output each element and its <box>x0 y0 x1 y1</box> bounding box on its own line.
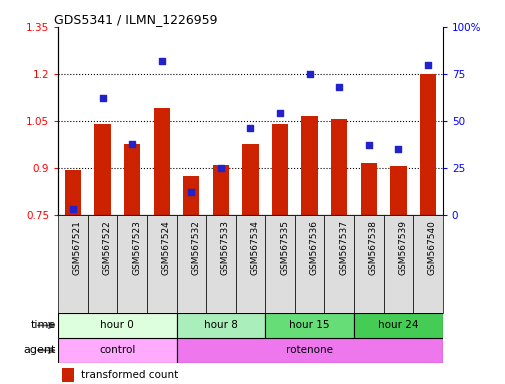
Bar <box>301 116 317 215</box>
Text: GSM567524: GSM567524 <box>162 220 170 275</box>
Bar <box>183 176 199 215</box>
Point <box>364 142 372 149</box>
Text: GSM567523: GSM567523 <box>132 220 141 275</box>
Bar <box>176 215 206 313</box>
Point <box>305 71 313 77</box>
Bar <box>330 119 346 215</box>
Bar <box>271 124 288 215</box>
Point <box>98 95 107 101</box>
Text: hour 8: hour 8 <box>204 320 237 331</box>
Bar <box>265 313 354 338</box>
Bar <box>383 215 413 313</box>
Bar <box>58 215 87 313</box>
Text: GSM567533: GSM567533 <box>221 220 229 275</box>
Bar <box>242 144 258 215</box>
Bar <box>58 338 176 363</box>
Text: hour 0: hour 0 <box>100 320 134 331</box>
Bar <box>65 170 81 215</box>
Bar <box>58 313 176 338</box>
Text: GSM567539: GSM567539 <box>397 220 407 275</box>
Text: agent: agent <box>23 345 56 356</box>
Bar <box>146 215 176 313</box>
Point <box>69 206 77 212</box>
Bar <box>206 215 235 313</box>
Point <box>246 126 254 132</box>
Bar <box>419 74 435 215</box>
Text: GSM567535: GSM567535 <box>279 220 288 275</box>
Bar <box>212 165 229 215</box>
Bar <box>117 215 146 313</box>
Text: GSM567536: GSM567536 <box>309 220 318 275</box>
Point <box>275 110 283 116</box>
Text: GSM567532: GSM567532 <box>191 220 200 275</box>
Point <box>393 146 401 152</box>
Text: control: control <box>99 345 135 356</box>
Point <box>158 58 166 64</box>
Text: GSM567538: GSM567538 <box>368 220 377 275</box>
Text: GSM567537: GSM567537 <box>338 220 347 275</box>
Bar <box>176 338 442 363</box>
Text: GSM567534: GSM567534 <box>250 220 259 275</box>
Bar <box>154 108 170 215</box>
Text: rotenone: rotenone <box>285 345 332 356</box>
Bar <box>124 144 140 215</box>
Bar <box>389 166 406 215</box>
Bar <box>294 215 324 313</box>
Text: hour 24: hour 24 <box>377 320 418 331</box>
Bar <box>354 215 383 313</box>
Point <box>334 84 342 90</box>
Bar <box>360 163 376 215</box>
Point <box>187 189 195 195</box>
Bar <box>87 215 117 313</box>
Bar <box>176 313 265 338</box>
Bar <box>354 313 442 338</box>
Point <box>128 141 136 147</box>
Bar <box>324 215 353 313</box>
Text: time: time <box>30 320 56 331</box>
Point <box>423 61 431 68</box>
Bar <box>413 215 442 313</box>
Bar <box>235 215 265 313</box>
Text: hour 15: hour 15 <box>289 320 329 331</box>
Text: GDS5341 / ILMN_1226959: GDS5341 / ILMN_1226959 <box>54 13 218 26</box>
Bar <box>62 368 73 382</box>
Text: GSM567522: GSM567522 <box>103 220 111 275</box>
Text: transformed count: transformed count <box>81 370 178 380</box>
Point <box>217 165 225 171</box>
Text: GSM567521: GSM567521 <box>73 220 82 275</box>
Text: GSM567540: GSM567540 <box>427 220 436 275</box>
Bar <box>265 215 294 313</box>
Bar <box>94 124 111 215</box>
